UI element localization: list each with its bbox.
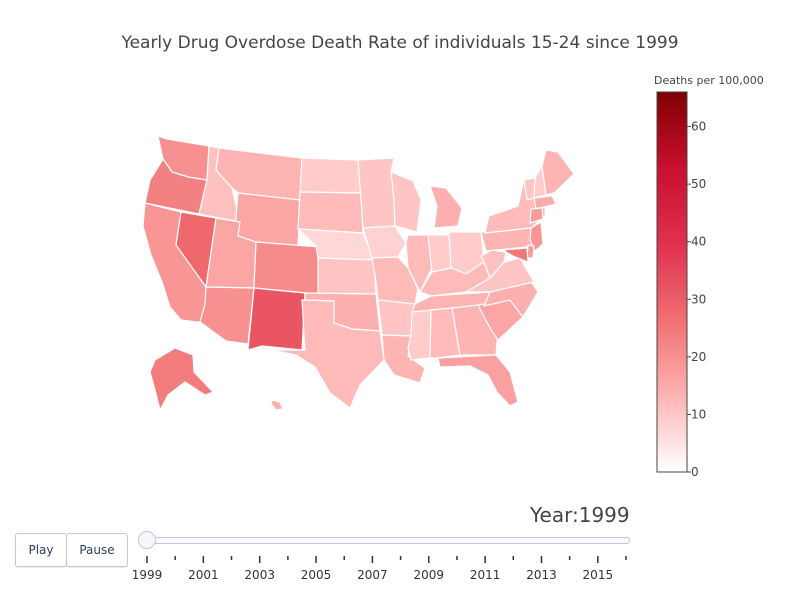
state-nj[interactable] (529, 220, 544, 252)
colorbar-tick-label: 30 (691, 292, 706, 306)
colorbar-tick-label: 20 (691, 350, 706, 364)
state-nm[interactable] (247, 287, 306, 351)
year-prefix: Year: (530, 503, 579, 527)
chart-title: Yearly Drug Overdose Death Rate of indiv… (121, 33, 679, 53)
state-nd[interactable] (299, 157, 362, 194)
state-az[interactable] (199, 286, 255, 345)
colorbar-title: Deaths per 100,000 (654, 74, 764, 87)
colorbar: 0 10 20 30 40 50 60 (656, 91, 706, 479)
state-mo[interactable] (371, 256, 419, 305)
colorbar-tick-label: 60 (691, 120, 706, 134)
state-sd[interactable] (297, 191, 364, 234)
year-value: 1999 (578, 503, 630, 527)
colorbar-tick-label: 40 (691, 235, 706, 249)
colorbar-tick-label: 50 (691, 177, 706, 191)
state-fl[interactable] (437, 354, 519, 407)
state-ak[interactable] (149, 347, 215, 412)
pause-button[interactable]: Pause (66, 533, 128, 567)
colorbar-tick-label: 0 (691, 465, 699, 479)
play-button[interactable]: Play (15, 533, 67, 567)
state-me[interactable] (541, 149, 575, 196)
state-hi[interactable] (270, 399, 284, 411)
year-slider-handle[interactable] (138, 531, 156, 549)
state-in[interactable] (427, 234, 452, 273)
state-md[interactable] (501, 247, 529, 263)
year-slider-track[interactable] (146, 537, 630, 544)
state-ct[interactable] (529, 207, 544, 224)
state-tx[interactable] (269, 299, 385, 409)
current-year-display: Year:1999 (530, 503, 630, 527)
state-ms[interactable] (407, 309, 432, 361)
state-mi[interactable] (429, 185, 463, 229)
state-al[interactable] (429, 307, 461, 359)
state-ma[interactable] (533, 195, 557, 210)
state-ar[interactable] (377, 299, 416, 337)
state-co[interactable] (253, 241, 321, 295)
state-ks[interactable] (317, 257, 377, 295)
state-wi[interactable] (390, 171, 422, 233)
colorbar-tick-label: 10 (691, 407, 706, 421)
state-ia[interactable] (362, 225, 407, 259)
